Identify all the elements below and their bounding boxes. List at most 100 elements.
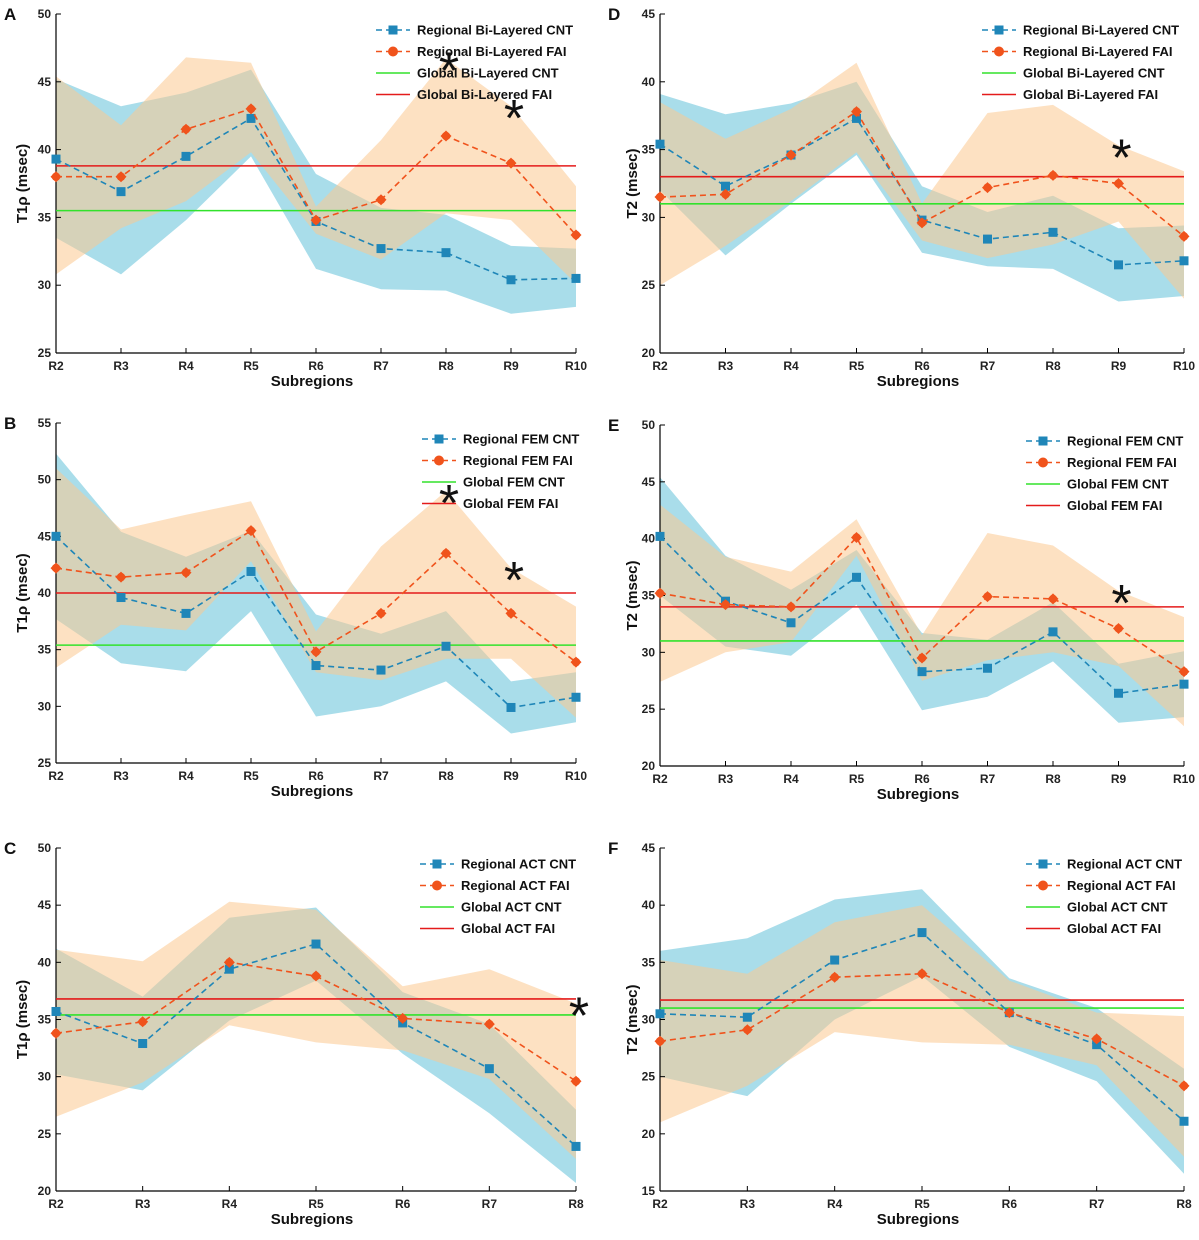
legend-label: Global Bi-Layered FAI xyxy=(417,87,552,102)
fai-point-core xyxy=(786,150,796,160)
x-tick-label: R4 xyxy=(178,359,194,373)
cnt-point xyxy=(571,273,581,283)
fai-point-core xyxy=(721,190,730,199)
fai-point-core xyxy=(917,969,927,978)
fai-point-core xyxy=(51,1029,61,1038)
legend: Regional ACT CNT Regional ACT FAI Global A… xyxy=(1026,857,1182,936)
y-tick-label: 55 xyxy=(38,416,52,430)
panel-c: 20 25 30 35 40 45 50 R2 R3 R4 R5 R6 R7 R8 Subregions T1… xyxy=(4,839,589,1228)
legend: Regional Bi-Layered CNT Regional Bi-Layer… xyxy=(982,23,1179,102)
x-tick-label: R3 xyxy=(740,1197,756,1211)
cnt-point xyxy=(983,234,992,244)
x-tick-label: R10 xyxy=(565,769,587,783)
y-tick-label: 20 xyxy=(642,759,656,773)
fai-point-core xyxy=(506,609,516,618)
x-tick-label: R4 xyxy=(827,1197,843,1211)
legend-marker xyxy=(994,46,1004,57)
band-regional-fem-fai xyxy=(660,504,1184,727)
fai-point-core xyxy=(181,568,191,577)
x-tick-label: R9 xyxy=(503,769,519,783)
fai-point-core xyxy=(506,158,516,168)
x-tick-label: R7 xyxy=(980,772,996,786)
band-regional-bi-layered-fai xyxy=(56,57,576,284)
cnt-point xyxy=(181,151,191,161)
cnt-point xyxy=(571,692,581,702)
y-tick-label: 35 xyxy=(38,1013,52,1027)
x-tick-label: R3 xyxy=(113,359,129,373)
y-tick-label: 45 xyxy=(38,529,52,543)
fai-point-core xyxy=(441,131,451,141)
x-tick-label: R6 xyxy=(308,769,324,783)
x-tick-label: R4 xyxy=(178,769,194,783)
fai-point-core xyxy=(51,563,61,573)
series-line-regional-bi-layered-cnt xyxy=(659,117,1185,266)
significance-asterisk: * xyxy=(1111,575,1131,633)
cnt-point xyxy=(1114,260,1123,270)
cnt-point xyxy=(786,618,796,628)
y-tick-label: 50 xyxy=(38,841,52,855)
fai-point-core xyxy=(485,1019,494,1029)
y-tick-label: 25 xyxy=(642,1070,656,1084)
cnt-point xyxy=(655,139,665,149)
legend-label: Global Bi-Layered CNT xyxy=(417,66,559,81)
x-tick-label: R8 xyxy=(568,1197,584,1211)
legend-marker xyxy=(994,25,1004,35)
x-tick-label: R5 xyxy=(914,1197,930,1211)
fai-point-core xyxy=(655,589,665,598)
y-tick-label: 30 xyxy=(642,210,656,224)
legend-marker xyxy=(388,46,398,57)
fai-point-core xyxy=(398,1014,407,1023)
fai-point-core xyxy=(138,1017,147,1026)
y-tick-label: 40 xyxy=(38,143,52,157)
cnt-point xyxy=(181,608,191,618)
x-tick-label: R2 xyxy=(652,772,668,786)
y-tick-label: 35 xyxy=(642,955,656,969)
x-axis-label: Subregions xyxy=(271,783,354,800)
x-tick-label: R10 xyxy=(565,359,587,373)
legend-marker xyxy=(388,25,398,35)
legend-label: Global FEM FAI xyxy=(1067,498,1162,513)
cnt-point xyxy=(721,181,730,191)
x-axis-label: Subregions xyxy=(877,786,960,803)
cnt-point xyxy=(1048,227,1058,237)
fai-point-core xyxy=(1179,232,1189,241)
y-tick-label: 35 xyxy=(38,210,52,224)
x-tick-label: R6 xyxy=(914,359,930,373)
fai-point-core xyxy=(571,1077,581,1086)
legend-label: Regional FEM CNT xyxy=(1067,434,1183,449)
cnt-point xyxy=(246,113,256,123)
legend-label: Global ACT FAI xyxy=(1067,921,1161,936)
x-tick-label: R7 xyxy=(482,1197,498,1211)
y-tick-label: 25 xyxy=(38,756,52,770)
fai-point-core xyxy=(852,107,861,116)
x-tick-label: R8 xyxy=(1045,772,1061,786)
fai-point-core xyxy=(181,125,191,134)
fai-point-core xyxy=(1114,179,1123,188)
cnt-point xyxy=(852,572,861,582)
legend-label: Regional Bi-Layered CNT xyxy=(1023,23,1179,38)
y-tick-label: 45 xyxy=(642,7,656,21)
significance-asterisk: * xyxy=(504,90,524,148)
x-tick-label: R2 xyxy=(652,359,668,373)
cnt-point xyxy=(917,667,927,677)
fai-point-core xyxy=(51,172,61,181)
y-tick-label: 25 xyxy=(38,346,52,360)
legend: Regional FEM CNT Regional FEM FAI Global F… xyxy=(1026,434,1183,513)
x-tick-label: R6 xyxy=(1002,1197,1018,1211)
fai-point-core xyxy=(225,958,234,967)
fai-point-core xyxy=(1048,594,1058,604)
legend-label: Global FEM FAI xyxy=(463,496,558,511)
x-tick-label: R8 xyxy=(1176,1197,1192,1211)
y-axis-label: T2 (msec) xyxy=(624,148,641,218)
legend-label: Regional FEM FAI xyxy=(463,453,573,468)
x-tick-label: R5 xyxy=(243,769,259,783)
y-tick-label: 35 xyxy=(642,589,656,603)
legend: Regional Bi-Layered CNT Regional Bi-Layer… xyxy=(376,23,573,102)
series-line-regional-bi-layered-fai xyxy=(659,110,1185,238)
legend-label: Regional ACT CNT xyxy=(1067,857,1182,872)
fai-point-core xyxy=(1092,1034,1101,1044)
x-tick-label: R5 xyxy=(243,359,259,373)
cnt-point xyxy=(655,1009,665,1019)
x-tick-label: R2 xyxy=(652,1197,668,1211)
x-tick-label: R7 xyxy=(980,359,996,373)
